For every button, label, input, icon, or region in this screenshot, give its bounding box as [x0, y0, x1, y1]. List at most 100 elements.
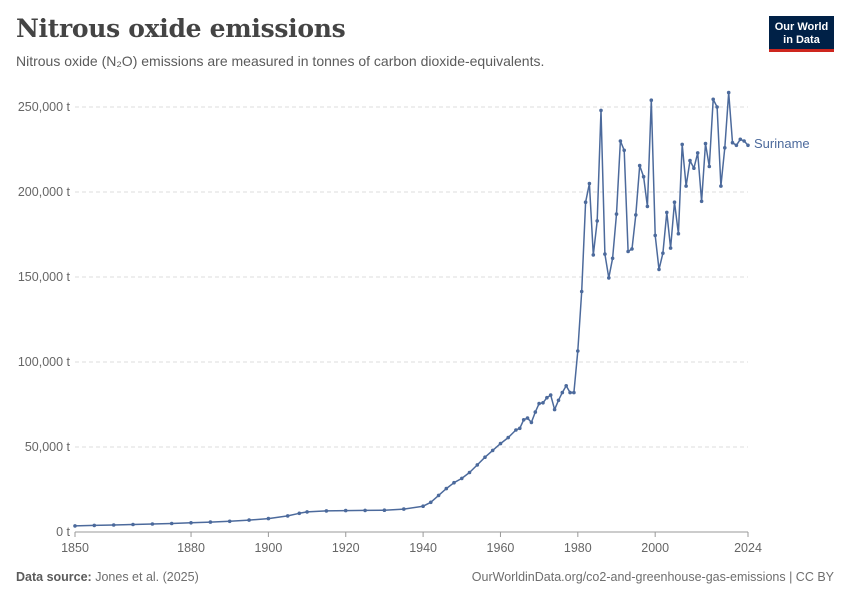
- data-point[interactable]: [402, 507, 406, 511]
- series-group[interactable]: Suriname: [73, 90, 810, 528]
- chart-title: Nitrous oxide emissions: [16, 14, 346, 43]
- data-point[interactable]: [169, 521, 174, 526]
- data-point[interactable]: [711, 97, 715, 102]
- data-point[interactable]: [529, 420, 534, 425]
- owid-logo[interactable]: Our World in Data: [769, 16, 834, 52]
- data-point[interactable]: [363, 508, 367, 513]
- data-point[interactable]: [436, 493, 441, 498]
- data-point[interactable]: [525, 416, 530, 420]
- data-point[interactable]: [703, 141, 708, 146]
- data-point[interactable]: [475, 463, 480, 467]
- data-point[interactable]: [131, 522, 135, 527]
- data-point[interactable]: [560, 390, 565, 395]
- data-point[interactable]: [343, 508, 348, 513]
- data-point[interactable]: [630, 247, 634, 251]
- data-point[interactable]: [607, 276, 611, 280]
- data-point[interactable]: [545, 395, 549, 400]
- data-point[interactable]: [537, 401, 541, 406]
- data-point[interactable]: [506, 435, 511, 440]
- data-point[interactable]: [734, 143, 739, 148]
- data-point[interactable]: [587, 181, 592, 186]
- data-point[interactable]: [614, 212, 619, 216]
- data-point[interactable]: [618, 139, 623, 143]
- data-point[interactable]: [661, 251, 665, 255]
- data-point[interactable]: [452, 480, 456, 485]
- data-point[interactable]: [738, 137, 743, 142]
- series-label[interactable]: Suriname: [754, 136, 810, 151]
- data-point[interactable]: [692, 166, 696, 170]
- data-point[interactable]: [521, 418, 526, 422]
- data-point[interactable]: [634, 213, 638, 217]
- data-point[interactable]: [637, 163, 642, 168]
- data-point[interactable]: [583, 200, 588, 204]
- data-point[interactable]: [730, 140, 735, 145]
- data-point[interactable]: [552, 407, 557, 412]
- data-point[interactable]: [111, 523, 116, 527]
- data-point[interactable]: [668, 246, 673, 250]
- data-point[interactable]: [467, 470, 472, 475]
- data-point[interactable]: [324, 509, 329, 513]
- data-point[interactable]: [227, 519, 232, 524]
- data-point[interactable]: [564, 384, 568, 388]
- data-point[interactable]: [626, 249, 630, 254]
- y-tick-label: 100,000 t: [18, 355, 71, 369]
- data-point[interactable]: [421, 504, 425, 509]
- data-point[interactable]: [490, 448, 495, 453]
- data-point[interactable]: [723, 146, 727, 150]
- chart-subtitle: Nitrous oxide (N₂O) emissions are measur…: [16, 53, 545, 69]
- data-point[interactable]: [382, 508, 387, 512]
- data-point[interactable]: [595, 219, 599, 223]
- data-point[interactable]: [541, 401, 545, 405]
- data-point[interactable]: [483, 455, 487, 460]
- data-point[interactable]: [715, 105, 719, 109]
- data-point[interactable]: [548, 393, 553, 397]
- data-point[interactable]: [742, 139, 746, 143]
- data-point[interactable]: [518, 426, 522, 431]
- data-point[interactable]: [92, 523, 97, 528]
- data-point[interactable]: [645, 204, 650, 209]
- data-point[interactable]: [665, 210, 669, 215]
- data-point[interactable]: [189, 521, 193, 525]
- data-point[interactable]: [568, 390, 572, 395]
- data-point[interactable]: [514, 428, 518, 432]
- series-line[interactable]: [74, 91, 749, 527]
- data-point[interactable]: [599, 108, 603, 113]
- data-point[interactable]: [653, 233, 657, 238]
- data-point[interactable]: [622, 148, 626, 153]
- data-point[interactable]: [305, 510, 309, 514]
- data-point[interactable]: [266, 516, 271, 521]
- data-point[interactable]: [498, 441, 503, 446]
- data-point[interactable]: [695, 151, 700, 155]
- data-point[interactable]: [579, 289, 584, 294]
- data-point[interactable]: [719, 184, 723, 188]
- data-point[interactable]: [444, 486, 449, 491]
- data-point[interactable]: [460, 476, 464, 481]
- data-point[interactable]: [572, 390, 576, 395]
- data-point[interactable]: [533, 410, 538, 414]
- data-point[interactable]: [297, 511, 302, 516]
- data-point[interactable]: [247, 518, 251, 522]
- data-point[interactable]: [672, 200, 677, 204]
- data-point[interactable]: [707, 164, 712, 169]
- data-point[interactable]: [699, 199, 704, 204]
- data-point[interactable]: [610, 256, 615, 261]
- data-point[interactable]: [429, 500, 433, 505]
- data-point[interactable]: [726, 90, 731, 95]
- data-point[interactable]: [680, 142, 684, 147]
- data-point[interactable]: [641, 174, 646, 179]
- data-point[interactable]: [688, 158, 692, 163]
- data-point[interactable]: [285, 514, 290, 518]
- data-point[interactable]: [591, 253, 596, 257]
- data-point[interactable]: [657, 267, 661, 272]
- data-point[interactable]: [73, 524, 77, 528]
- data-point[interactable]: [746, 143, 750, 148]
- data-point[interactable]: [603, 252, 607, 256]
- data-point[interactable]: [576, 349, 580, 353]
- data-point[interactable]: [676, 231, 681, 236]
- data-point[interactable]: [556, 398, 561, 403]
- data-point[interactable]: [684, 184, 688, 188]
- data-point[interactable]: [150, 522, 155, 526]
- footer-link[interactable]: OurWorldinData.org/co2-and-greenhouse-ga…: [471, 570, 834, 584]
- data-point[interactable]: [649, 98, 654, 102]
- data-point[interactable]: [208, 520, 213, 524]
